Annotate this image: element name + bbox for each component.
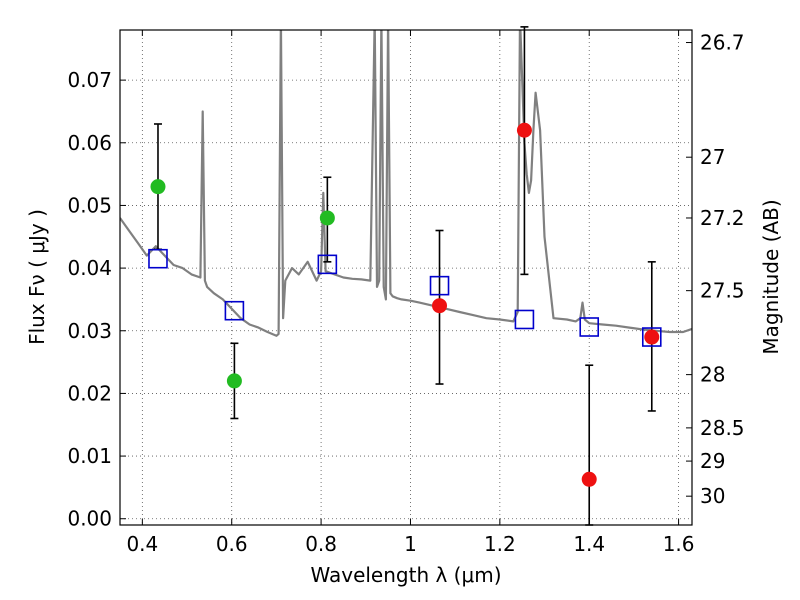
x-tick-label: 0.8 (305, 532, 337, 556)
model-photometry-square (224, 300, 245, 321)
right-tick-label: 29 (700, 449, 725, 473)
optical-data-point (226, 373, 242, 389)
markers (148, 26, 662, 526)
plot-frame (119, 29, 693, 526)
y-tick-label: 0.02 (67, 381, 112, 405)
model-photometry-square (429, 275, 450, 296)
optical-data-point (150, 179, 166, 195)
x-tick-label: 1 (404, 532, 417, 556)
nir-data-point (516, 122, 532, 138)
y-tick-label: 0.07 (67, 68, 112, 92)
right-tick-label: 30 (700, 484, 725, 508)
y-tick-label: 0.05 (67, 193, 112, 217)
model-spectrum-line (120, 30, 692, 337)
plot-background (120, 30, 692, 525)
y-axis-title: Flux Fν ( μJy ) (25, 209, 49, 345)
model-photometry-square (317, 254, 338, 275)
model-photometry-square (148, 248, 168, 269)
y-tick-label: 0.01 (67, 444, 112, 468)
y-tick-label: 0.03 (67, 319, 112, 343)
right-tick-label: 28 (700, 363, 725, 387)
model-photometry-square (514, 309, 535, 330)
y-tick-label: 0.04 (67, 256, 112, 280)
model-photometry-square (641, 327, 662, 347)
right-tick-label: 27 (700, 145, 725, 169)
x-tick-label: 0.4 (126, 532, 158, 556)
right-tick-label: 27.2 (700, 206, 745, 230)
grid (120, 30, 692, 525)
right-tick-label: 28.5 (700, 416, 745, 440)
y-tick-label: 0.00 (67, 507, 112, 531)
x-tick-label: 1.2 (484, 532, 516, 556)
x-tick-label: 1.6 (663, 532, 695, 556)
plot-area (120, 30, 692, 337)
nir-data-point (581, 471, 597, 487)
nir-data-point (432, 298, 448, 314)
optical-data-point (319, 210, 335, 226)
y-tick-label: 0.06 (67, 131, 112, 155)
right-tick-label: 26.7 (700, 31, 745, 55)
x-tick-label: 1.4 (573, 532, 605, 556)
ticks: 0.4 0.6 0.8 1 1.2 1.4 1.6 0.00 0.01 0.02 0.03 0.04 0… (67, 30, 745, 556)
right-axis-title: Magnitude (AB) (759, 199, 783, 354)
x-tick-label: 0.6 (216, 532, 248, 556)
x-axis-title: Wavelength λ (μm) (310, 563, 501, 587)
nir-data-point (644, 329, 660, 345)
right-tick-label: 27.5 (700, 279, 745, 303)
model-photometry-square (579, 317, 600, 337)
